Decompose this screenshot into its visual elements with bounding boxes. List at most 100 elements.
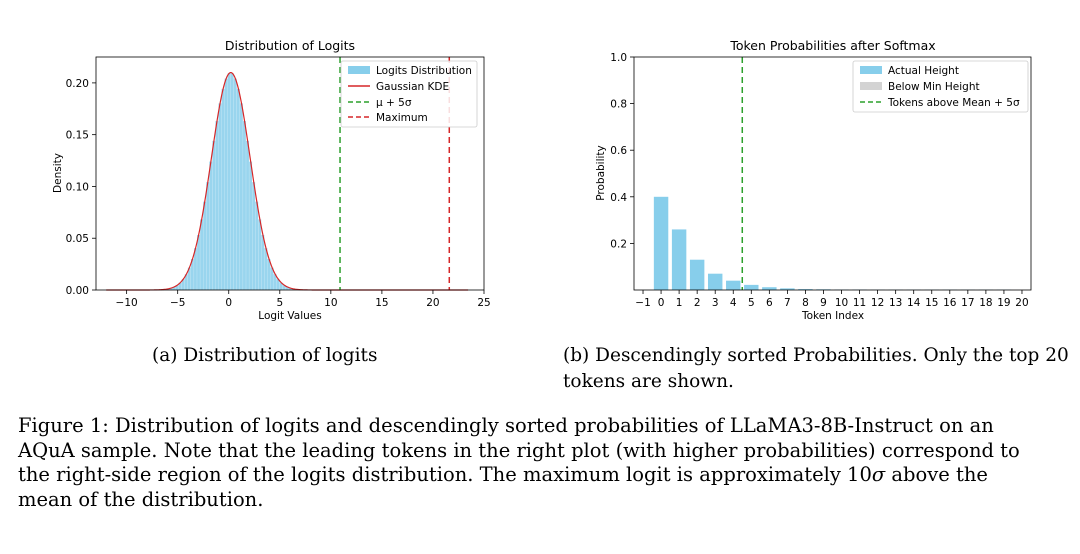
legend-swatch-actual-height: [860, 66, 882, 74]
probability-bar: [762, 287, 777, 290]
x-tick-label: 1: [676, 297, 683, 309]
histogram-bar: [221, 88, 225, 290]
histogram-bar: [273, 274, 277, 290]
histogram-bar: [239, 103, 243, 290]
caption-b-line2: tokens are shown.: [563, 371, 734, 392]
bars-group: [157, 73, 311, 291]
x-tick-label: 18: [979, 297, 992, 309]
plot-frame: [95, 56, 485, 291]
chart-title: Distribution of Logits: [225, 38, 355, 53]
histogram-bar: [187, 267, 191, 290]
y-ticks: 0.2 0.4 0.6 0.8 1.0: [610, 52, 634, 250]
histogram-bar: [197, 234, 200, 290]
legend-label-actual-height: Actual Height: [888, 65, 959, 77]
histogram-bar: [218, 103, 222, 290]
x-tick-label: 0: [225, 297, 232, 309]
histogram-bar: [169, 288, 173, 290]
y-tick-label: 0.00: [66, 285, 89, 297]
legend-swatch-below-min-height: [860, 82, 882, 90]
y-tick-label: 0.2: [610, 238, 627, 250]
histogram-bar: [190, 258, 194, 290]
legend-label-tokens-above: Tokens above Mean + 5σ: [887, 97, 1020, 109]
y-axis-label: Density: [52, 153, 64, 193]
x-tick-label: 16: [943, 297, 957, 309]
x-tick-label: 5: [276, 297, 283, 309]
histogram-bar: [233, 78, 237, 290]
figure-caption-line2: AQuA sample. Note that the leading token…: [18, 438, 1020, 462]
chart-title: Token Probabilities after Softmax: [729, 38, 935, 53]
x-tick-label: 25: [477, 297, 490, 309]
histogram-bar: [249, 161, 253, 290]
histogram-bar: [246, 140, 249, 290]
histogram-bar: [264, 248, 268, 290]
y-tick-label: 0.4: [610, 192, 627, 204]
legend: Logits Distribution Gaussian KDE μ + 5σ …: [340, 60, 478, 128]
histogram-bar: [279, 282, 283, 290]
y-tick-label: 0.10: [66, 181, 89, 193]
logits-chart: Distribution of Logits −10 −5 0 5 10 15 20 25 0…: [52, 38, 491, 322]
histogram-bar: [224, 78, 228, 290]
legend: Actual Height Below Min Height Tokens ab…: [852, 60, 1029, 113]
legend-swatch-logits-distribution: [348, 66, 370, 74]
histogram-bar: [172, 286, 176, 290]
x-tick-label: 7: [784, 297, 791, 309]
x-tick-label: −5: [170, 297, 185, 309]
histogram-bar: [276, 279, 280, 290]
histogram-bar: [236, 88, 240, 290]
histogram-bar: [209, 161, 213, 290]
probability-bar: [744, 284, 759, 290]
y-ticks: 0.00 0.05 0.10 0.15 0.20: [66, 78, 96, 297]
legend-box: [852, 60, 1029, 113]
histogram-bar: [270, 267, 274, 290]
histogram-bar: [252, 182, 256, 290]
histogram-bar: [243, 121, 246, 290]
histogram-bar: [184, 274, 188, 290]
x-axis-label: Logit Values: [258, 310, 321, 322]
y-tick-label: 0.6: [610, 145, 627, 157]
histogram-bar: [230, 73, 234, 291]
histogram-bar: [255, 201, 259, 290]
histogram-bar: [282, 285, 286, 290]
sigma-symbol: σ: [871, 463, 886, 486]
x-tick-label: 14: [907, 297, 921, 309]
x-tick-label: 20: [426, 297, 439, 309]
caption-line3-prefix: the right-side region of the logits dist…: [18, 463, 872, 486]
probability-bar: [780, 288, 795, 290]
histogram-bar: [285, 286, 289, 290]
histogram-bar: [194, 248, 197, 290]
histogram-bar: [212, 140, 216, 290]
x-tick-label: 10: [324, 297, 337, 309]
x-tick-label: 12: [871, 297, 884, 309]
x-tick-label: 4: [730, 297, 737, 309]
histogram-bar: [181, 279, 185, 290]
histogram-bar: [267, 258, 271, 290]
histogram-bar: [200, 219, 204, 290]
x-tick-label: 19: [997, 297, 1010, 309]
legend-box: [340, 60, 478, 128]
caption-line3-suffix: above the: [885, 463, 988, 486]
figure-caption-line4: mean of the distribution.: [18, 487, 264, 511]
histogram-bar: [175, 285, 179, 290]
probability-bar: [689, 259, 705, 290]
figure-caption-line3: the right-side region of the logits dist…: [18, 463, 1068, 488]
y-tick-label: 0.8: [610, 99, 627, 111]
x-tick-label: 8: [802, 297, 809, 309]
y-tick-label: 0.20: [66, 78, 89, 90]
histogram-bar: [261, 234, 265, 290]
plot-frame: [633, 56, 1032, 291]
legend-label-gaussian-kde: Gaussian KDE: [376, 81, 449, 93]
histogram-bar: [258, 219, 262, 290]
histogram-bar: [288, 288, 292, 290]
legend-label-maximum: Maximum: [376, 112, 428, 124]
histogram-bar: [215, 121, 219, 290]
probability-bar: [726, 280, 741, 290]
legend-label-below-min-height: Below Min Height: [888, 81, 980, 93]
x-tick-label: 9: [820, 297, 827, 309]
caption-b-line1: (b) Descendingly sorted Probabilities. O…: [563, 345, 1069, 366]
x-tick-label: 13: [889, 297, 902, 309]
y-tick-label: 0.05: [66, 233, 89, 245]
figure-caption-line1: Figure 1: Distribution of logits and des…: [18, 414, 994, 437]
caption-b: (b) Descendingly sorted Probabilities. O…: [563, 343, 1069, 395]
x-tick-label: 3: [712, 297, 719, 309]
x-tick-label: 5: [748, 297, 755, 309]
